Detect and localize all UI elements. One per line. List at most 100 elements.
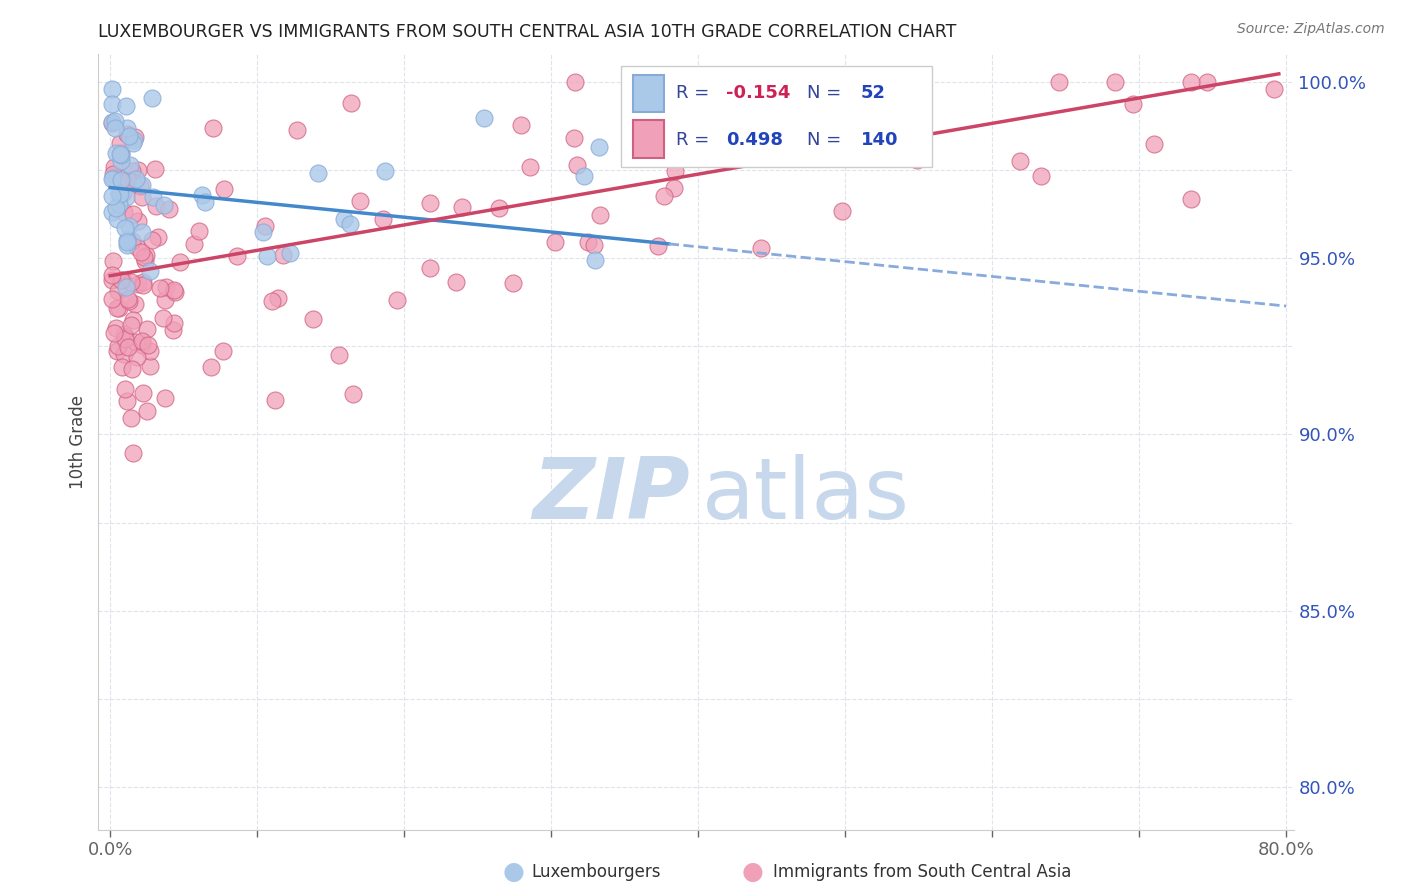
Point xyxy=(108,186,131,201)
Point xyxy=(502,277,524,291)
Point xyxy=(157,202,180,217)
Point xyxy=(1180,75,1202,89)
Point xyxy=(118,294,141,309)
Point xyxy=(101,170,124,185)
Point xyxy=(114,347,136,361)
Point xyxy=(373,211,395,226)
Point xyxy=(749,241,772,255)
Point xyxy=(823,87,845,102)
Point xyxy=(149,280,172,294)
Point xyxy=(132,275,155,289)
Point xyxy=(1047,75,1070,89)
Point xyxy=(115,279,138,293)
Point xyxy=(115,190,138,204)
Point xyxy=(108,301,131,315)
Point xyxy=(302,312,325,326)
Point xyxy=(141,90,163,104)
Text: Source: ZipAtlas.com: Source: ZipAtlas.com xyxy=(1237,22,1385,37)
Point xyxy=(340,96,363,111)
Point xyxy=(103,121,125,136)
Point xyxy=(100,273,122,287)
Text: LUXEMBOURGER VS IMMIGRANTS FROM SOUTH CENTRAL ASIA 10TH GRADE CORRELATION CHART: LUXEMBOURGER VS IMMIGRANTS FROM SOUTH CE… xyxy=(98,23,957,41)
Point xyxy=(115,233,138,247)
Point xyxy=(124,129,146,144)
Point xyxy=(647,239,669,253)
Point xyxy=(328,348,350,362)
Point xyxy=(385,293,408,307)
Point xyxy=(1180,192,1202,206)
Point xyxy=(877,83,900,97)
Point xyxy=(122,206,145,220)
Point xyxy=(115,120,138,135)
Point xyxy=(112,205,135,219)
Point xyxy=(111,359,134,374)
Point xyxy=(155,279,177,293)
Point xyxy=(132,277,155,292)
Point xyxy=(100,115,122,129)
Point xyxy=(907,153,929,168)
Point xyxy=(135,322,157,336)
Point xyxy=(271,247,294,261)
Point xyxy=(131,334,153,348)
Point xyxy=(118,128,141,143)
Point xyxy=(115,99,138,113)
Point xyxy=(652,189,675,203)
Point xyxy=(105,201,128,215)
Point xyxy=(122,136,145,150)
Point xyxy=(131,189,153,203)
Point xyxy=(108,136,131,150)
Point xyxy=(1263,82,1285,96)
Point xyxy=(264,393,287,408)
Point xyxy=(544,235,567,250)
Point xyxy=(278,245,301,260)
Point xyxy=(132,250,155,264)
Point xyxy=(136,338,159,352)
Point xyxy=(260,294,283,309)
Point xyxy=(163,317,186,331)
Point xyxy=(152,311,174,326)
Point xyxy=(212,343,235,358)
Point xyxy=(252,225,274,239)
Point xyxy=(451,200,474,214)
Point xyxy=(162,323,184,337)
Point xyxy=(110,148,132,162)
Point xyxy=(115,235,138,249)
Point xyxy=(187,224,209,238)
Point xyxy=(114,221,136,235)
Point xyxy=(202,121,225,136)
Point xyxy=(146,229,169,244)
Point xyxy=(664,164,686,178)
Point xyxy=(112,326,135,341)
Point xyxy=(115,394,138,409)
Point xyxy=(100,96,122,111)
Text: atlas: atlas xyxy=(702,454,910,537)
Point xyxy=(124,297,146,311)
Point xyxy=(101,171,124,186)
Point xyxy=(131,338,153,352)
Point xyxy=(562,131,585,145)
Point xyxy=(510,118,533,132)
Point xyxy=(104,146,127,161)
Point xyxy=(111,273,134,287)
Point xyxy=(121,234,143,248)
Point xyxy=(138,264,160,278)
Point xyxy=(664,180,686,194)
Point xyxy=(488,201,510,215)
Point xyxy=(114,332,136,346)
Point xyxy=(120,275,142,289)
Point xyxy=(256,249,278,263)
Point xyxy=(333,211,356,226)
Point xyxy=(131,225,153,239)
Point xyxy=(127,240,149,254)
Point xyxy=(103,254,125,268)
Point xyxy=(349,194,371,208)
Point xyxy=(153,391,176,405)
Point xyxy=(141,233,163,247)
Point xyxy=(285,122,308,136)
Point xyxy=(704,75,727,89)
Point xyxy=(117,340,139,354)
Point xyxy=(267,291,290,305)
Point xyxy=(688,83,710,97)
Point xyxy=(129,244,152,259)
Point xyxy=(120,158,142,172)
